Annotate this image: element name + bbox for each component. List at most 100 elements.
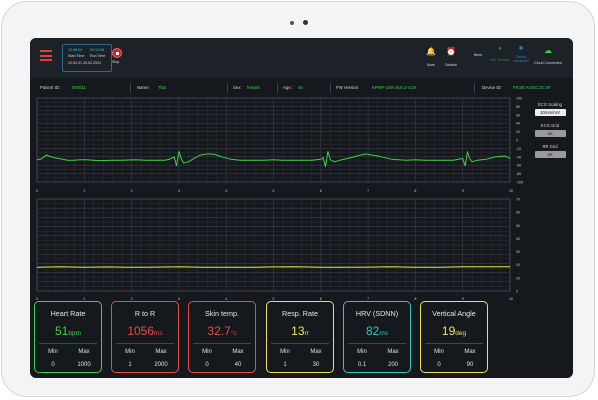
x-tick-label: 7 xyxy=(367,189,369,193)
none-label: None xyxy=(473,53,483,57)
x-tick-label: 8 xyxy=(414,297,416,301)
max-label: Max xyxy=(155,349,167,355)
ecg-grid-label: ECG Grid xyxy=(540,123,560,128)
card-value: 13rr xyxy=(267,322,333,340)
y-tick-label: 20 xyxy=(516,130,520,134)
y-tick-label: -100 xyxy=(516,181,523,185)
max-label: Max xyxy=(310,349,322,355)
card-value-unit: bpm xyxy=(68,330,81,337)
hamburger-menu-icon[interactable] xyxy=(40,50,52,61)
name-value: Titta xyxy=(158,85,167,90)
card-value-unit: ms xyxy=(379,330,389,337)
max-label: Max xyxy=(387,349,399,355)
min-label: Min xyxy=(280,349,290,355)
card-value-number: 13 xyxy=(291,324,305,338)
vitals-cards: Heart Rate 51bpm Min Max 0 1000 R to R 1056ms M… xyxy=(34,301,570,375)
camera-lens xyxy=(303,20,308,25)
y-tick-label: 20 xyxy=(516,263,520,267)
age-value: 45 xyxy=(298,85,303,90)
fw-version-value: KPWF-100-v0.9.2-rc19 xyxy=(372,85,416,90)
rr-series-line xyxy=(36,266,510,268)
x-tick-label: 2 xyxy=(131,189,133,193)
resp-rate-card[interactable]: Resp. Rate 13rr Min Max 1 30 xyxy=(266,301,334,373)
card-title: R to R xyxy=(134,309,156,318)
x-tick-label: 0 xyxy=(36,297,38,301)
settings-sidebar: ECG Scaling 10mm/mV ECG Grid on RR Grid … xyxy=(530,102,570,165)
r-to-r-card[interactable]: R to R 1056ms Min Max 1 2000 xyxy=(111,301,179,373)
card-value: 1056ms xyxy=(112,322,178,340)
rr-grid-toggle[interactable]: on xyxy=(534,151,566,158)
y-tick-label: 50 xyxy=(516,224,520,228)
max-value: 40 xyxy=(234,362,242,368)
max-value: 200 xyxy=(387,362,398,368)
x-tick-label: 1 xyxy=(83,189,85,193)
rr-grid-label: RR Grid xyxy=(542,144,558,149)
min-label: Min xyxy=(48,349,58,355)
min-value: 0.1 xyxy=(357,362,367,368)
y-tick-label: 100 xyxy=(516,97,522,101)
card-value-number: 1056 xyxy=(127,324,155,338)
fw-version-label: FW Version: xyxy=(336,85,360,90)
heart-rate-card[interactable]: Heart Rate 51bpm Min Max 0 1000 xyxy=(34,301,102,373)
patient-info-bar: Patient ID: 000011 Name: Titta Sex: fema… xyxy=(30,80,573,96)
y-tick-label: 80 xyxy=(516,105,520,109)
max-value: 90 xyxy=(466,362,474,368)
card-divider xyxy=(425,343,483,344)
alarm-clock-icon[interactable]: ⏰ xyxy=(446,47,456,56)
ant-sensor-icon: ● xyxy=(498,46,502,52)
ant-sensors-label: ANT Sensors xyxy=(490,58,510,62)
card-value: 82ms xyxy=(344,322,410,340)
x-tick-label: 4 xyxy=(225,297,227,301)
age-label: Age: xyxy=(283,85,292,90)
hrv-sdnn-card[interactable]: HRV (SDNN) 82ms Min Max 0.1 200 xyxy=(343,301,411,373)
skin-temp-card[interactable]: Skin temp. 32.7°c Min Max 0 40 xyxy=(188,301,256,373)
y-tick-label: 40 xyxy=(516,122,520,126)
y-tick-label: 10 xyxy=(516,276,520,280)
card-value-unit: deg xyxy=(455,330,467,337)
x-tick-label: 9 xyxy=(462,189,464,193)
patient-id-label: Patient ID: xyxy=(40,85,61,90)
x-tick-label: 10 xyxy=(509,189,513,193)
stop-label: Stop xyxy=(112,60,120,64)
card-title: Heart Rate xyxy=(50,309,86,318)
vertical-angle-card[interactable]: Vertical Angle 19deg Min Max 0 90 xyxy=(420,301,488,373)
sex-label: Sex: xyxy=(233,85,242,90)
min-label: Min xyxy=(357,349,367,355)
time-panel: 12:08:24 00:12:26 Start Time Run Time 12… xyxy=(62,44,112,72)
x-tick-label: 6 xyxy=(320,189,322,193)
y-tick-label: -80 xyxy=(516,172,521,176)
x-tick-label: 9 xyxy=(462,297,464,301)
bluetooth-icon: ✱ xyxy=(518,46,524,52)
disable-label: Disable xyxy=(445,63,457,67)
y-tick-label: 30 xyxy=(516,250,520,254)
stop-button[interactable] xyxy=(112,48,122,58)
card-divider xyxy=(348,343,406,344)
y-tick-label: 0 xyxy=(516,290,518,294)
ecg-grid-toggle[interactable]: on xyxy=(534,130,566,137)
bell-mute-icon[interactable]: 🔔 xyxy=(426,47,436,56)
y-tick-label: -40 xyxy=(516,155,521,159)
card-value-number: 32.7 xyxy=(207,324,231,338)
card-divider xyxy=(39,343,97,344)
card-value: 19deg xyxy=(421,322,487,340)
x-tick-label: 10 xyxy=(509,297,513,301)
card-value: 32.7°c xyxy=(189,322,255,340)
run-clock: 00:12:26 xyxy=(90,48,104,52)
device-id-value: F8:3E:A4:EC:3C:4F xyxy=(513,85,551,90)
card-divider xyxy=(271,343,329,344)
max-value: 30 xyxy=(312,362,320,368)
x-tick-label: 5 xyxy=(273,189,275,193)
card-title: Vertical Angle xyxy=(432,309,476,318)
x-tick-label: 6 xyxy=(320,297,322,301)
x-tick-label: 2 xyxy=(131,297,133,301)
cloud-connected-label: Cloud Connected xyxy=(534,61,562,65)
y-tick-label: -60 xyxy=(516,164,521,168)
ecg-scaling-select[interactable]: 10mm/mV xyxy=(534,109,566,116)
y-tick-label: 60 xyxy=(516,211,520,215)
y-tick-label: 40 xyxy=(516,237,520,241)
card-value: 51bpm xyxy=(35,322,101,340)
card-divider xyxy=(116,343,174,344)
y-tick-label: 0 xyxy=(516,139,518,143)
mute-label: Mute xyxy=(427,63,435,67)
